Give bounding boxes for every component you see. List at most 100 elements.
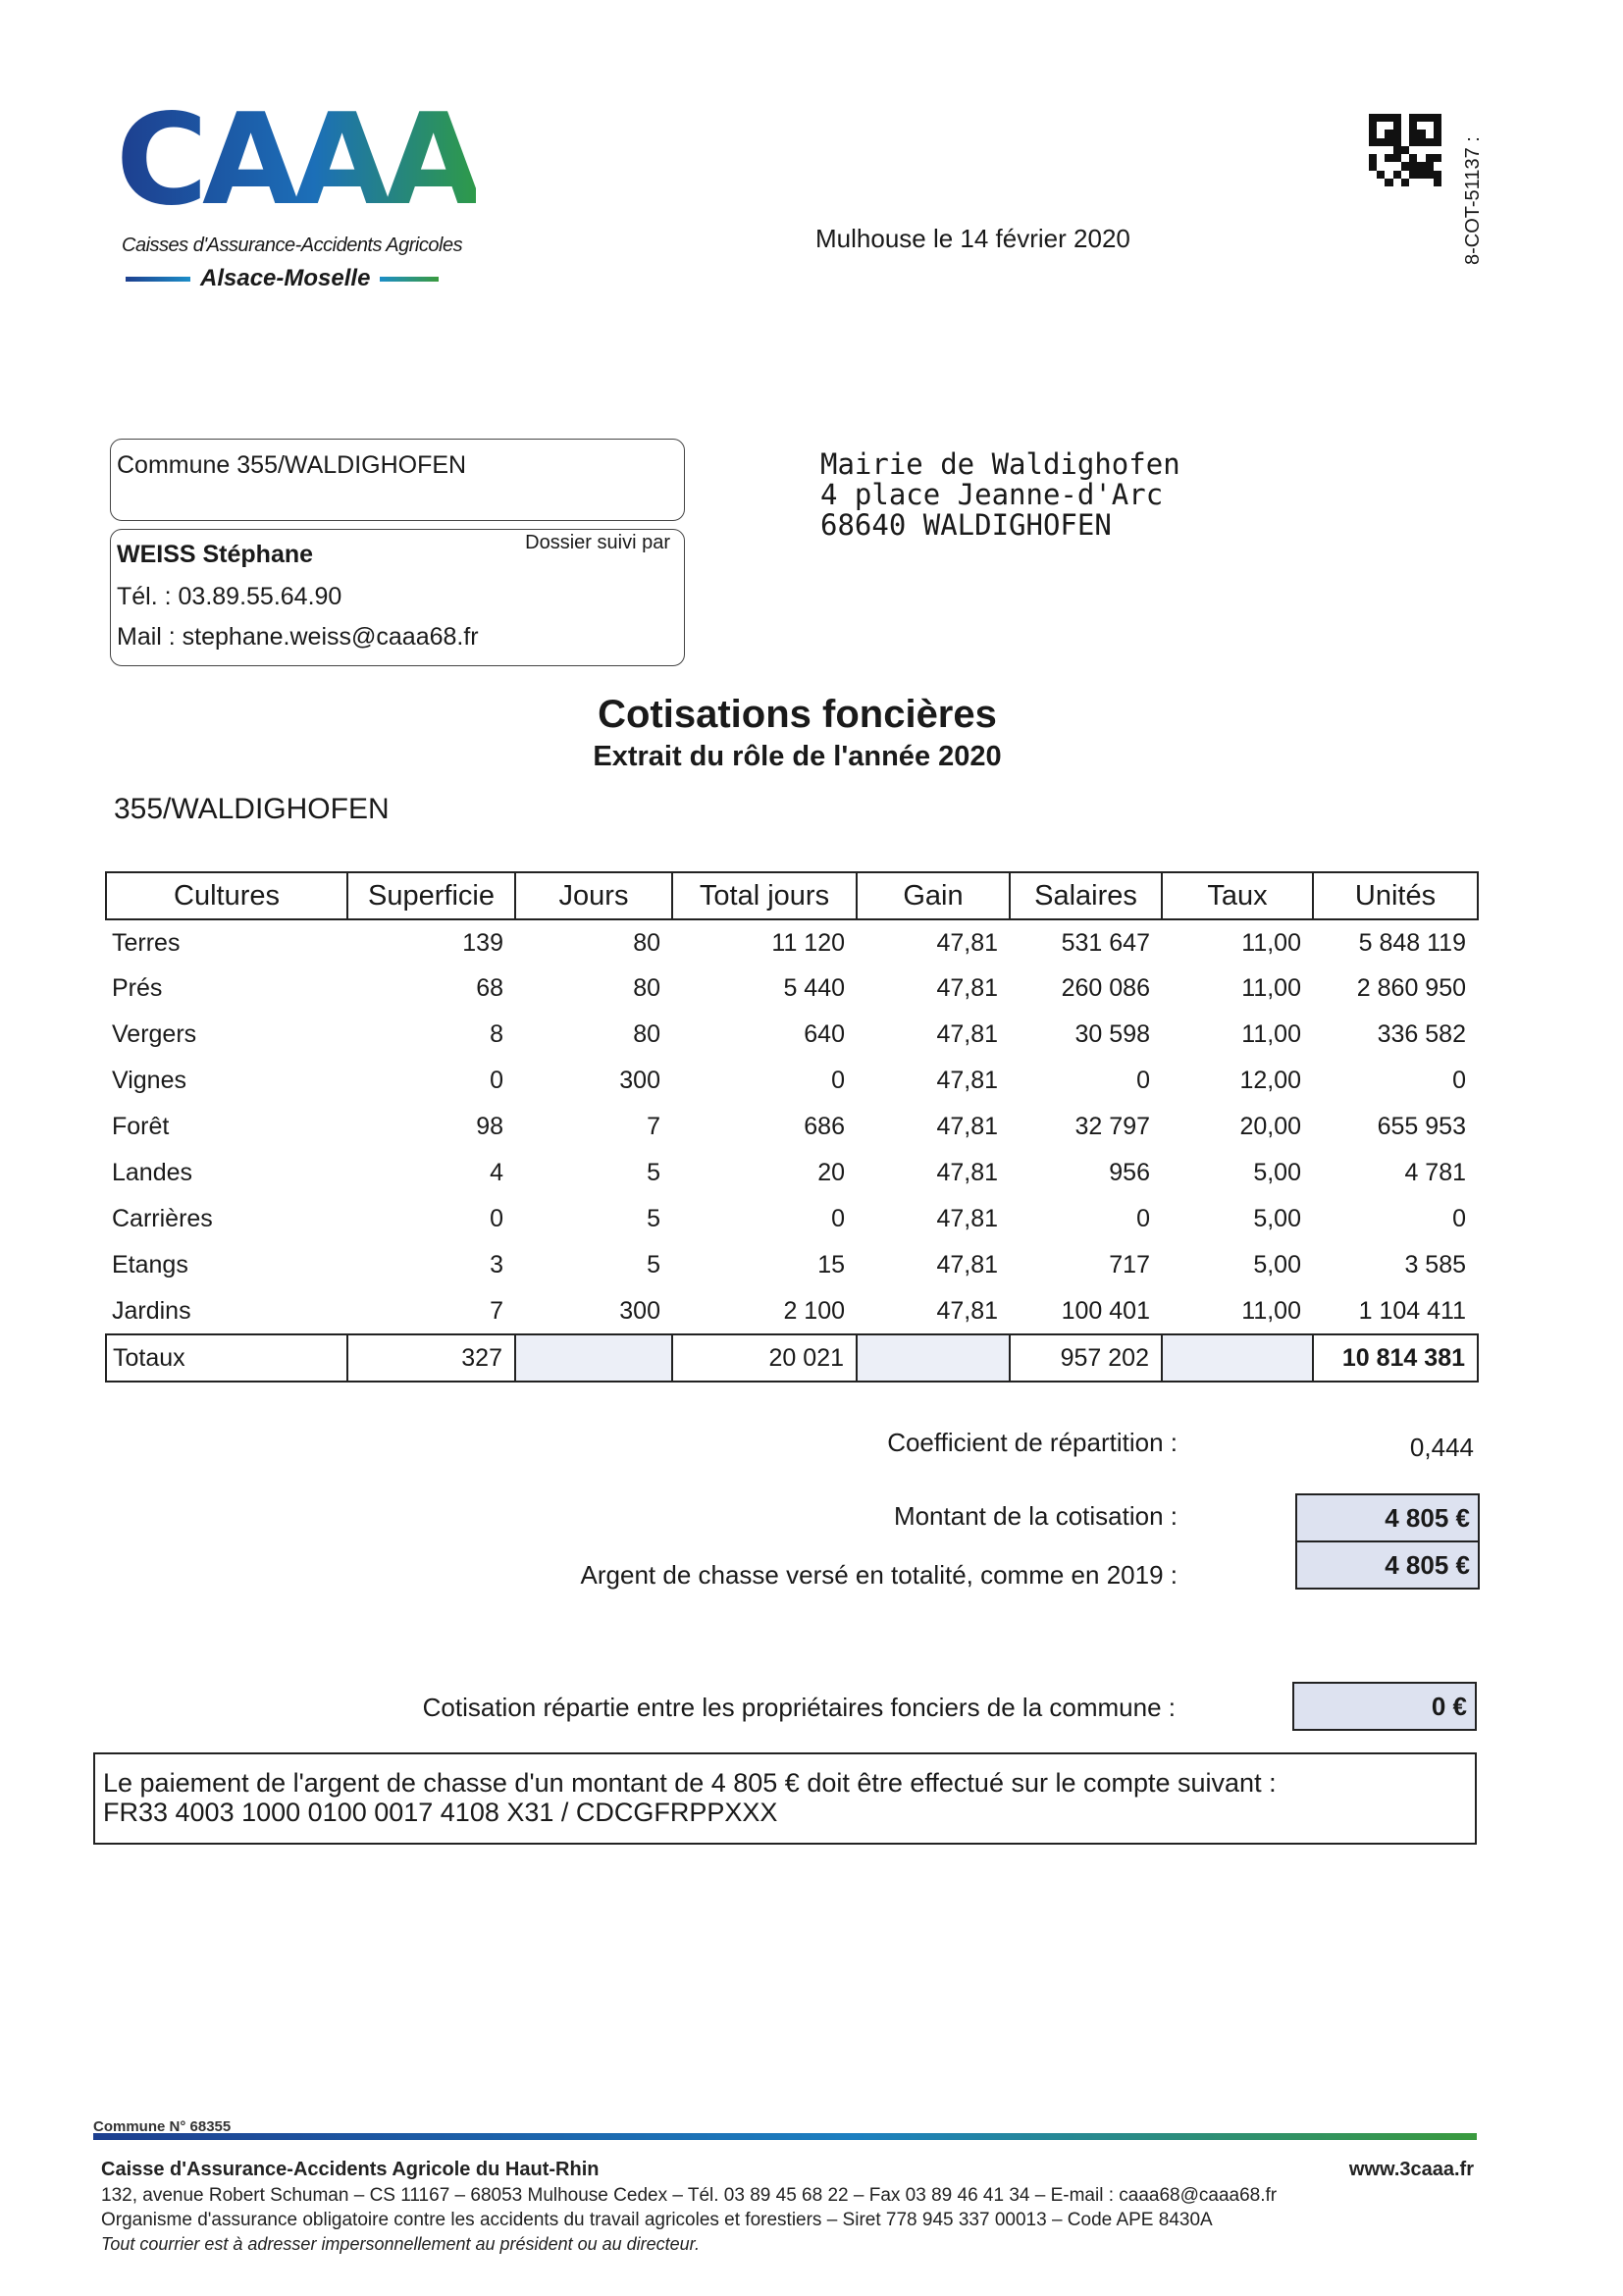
- payment-instruction: Le paiement de l'argent de chasse d'un m…: [103, 1768, 1277, 1798]
- footer-website[interactable]: www.3caaa.fr: [1348, 2159, 1474, 2180]
- qr-module: [1392, 178, 1401, 186]
- table-cell: 5: [647, 1159, 660, 1186]
- column-header: Total jours: [671, 871, 858, 920]
- table-cell: 47,81: [936, 1020, 998, 1048]
- culture-name: Jardins: [112, 1296, 191, 1325]
- table-cell: 98: [476, 1113, 503, 1140]
- totals-cell: 327: [346, 1333, 516, 1383]
- table-cell: 717: [1109, 1251, 1150, 1278]
- table-cell: 5,00: [1253, 1159, 1301, 1186]
- table-cell: 47,81: [936, 1205, 998, 1232]
- footer-divider: [93, 2133, 1477, 2140]
- table-cell: 47,81: [936, 1296, 998, 1325]
- totals-cell: Totaux: [105, 1333, 348, 1383]
- qr-module: [1377, 145, 1386, 155]
- qr-module: [1369, 154, 1378, 163]
- qr-module: [1425, 130, 1434, 138]
- qr-module: [1417, 170, 1426, 179]
- table-cell: 531 647: [1061, 928, 1150, 957]
- recipient-address: Mairie de Waldighofen 4 place Jeanne-d'Ar…: [820, 449, 1180, 541]
- table-cell: 47,81: [936, 928, 998, 957]
- qr-module: [1385, 154, 1393, 163]
- qr-module: [1369, 170, 1378, 179]
- qr-module: [1392, 170, 1401, 179]
- table-row: Terres 139 80 11 120 47,81 531 647 11,00 5 848 …: [106, 919, 1478, 965]
- cotisations-table: Cultures Superficie Jours Total jours Gain Sa…: [105, 871, 1479, 1383]
- contact-name: WEISS Stéphane: [117, 541, 314, 568]
- table-cell: 0: [1452, 1067, 1466, 1094]
- culture-name: Terres: [112, 928, 181, 957]
- qr-module: [1400, 162, 1410, 171]
- table-cell: 47,81: [936, 1113, 998, 1140]
- commune-box: Commune 355/WALDIGHOFEN: [110, 439, 685, 521]
- table-row: Etangs 3 5 15 47,81 717 5,00 3 585: [106, 1242, 1478, 1288]
- totals-cell: 957 202: [1009, 1333, 1163, 1383]
- table-cell: 12,00: [1239, 1067, 1301, 1094]
- qr-module: [1385, 122, 1393, 130]
- qr-module: [1433, 122, 1441, 130]
- payment-iban: FR33 4003 1000 0100 0017 4108 X31 / CDCG…: [103, 1798, 778, 1827]
- logo-bar-left: [126, 276, 190, 282]
- table-cell: 80: [633, 928, 660, 957]
- qr-module: [1385, 178, 1393, 186]
- coefficient-label: Coefficient de répartition :: [887, 1428, 1178, 1457]
- table-cell: 47,81: [936, 974, 998, 1002]
- qr-module: [1409, 154, 1418, 163]
- logo-subtitle: Caisses d'Assurance-Accidents Agricoles: [122, 235, 463, 256]
- qr-module: [1400, 114, 1410, 123]
- qr-module: [1425, 137, 1434, 146]
- logo-bar-right: [380, 276, 440, 282]
- table-cell: 11,00: [1241, 928, 1301, 957]
- qr-module: [1425, 114, 1434, 123]
- qr-module: [1425, 162, 1434, 171]
- qr-module: [1409, 114, 1418, 123]
- qr-module: [1433, 130, 1441, 138]
- footer-org: Caisse d'Assurance-Accidents Agricole du…: [101, 2159, 600, 2180]
- culture-name: Carrières: [112, 1205, 213, 1232]
- qr-module: [1400, 145, 1410, 155]
- table-cell: 655 953: [1377, 1113, 1466, 1140]
- recipient-line: 68640 WALDIGHOFEN: [820, 508, 1112, 542]
- culture-name: Vignes: [112, 1067, 186, 1094]
- qr-module: [1385, 162, 1393, 171]
- table-cell: 0: [1136, 1205, 1150, 1232]
- table-row: Prés 68 80 5 440 47,81 260 086 11,00 2 860 950: [106, 965, 1478, 1012]
- table-cell: 0: [1136, 1067, 1150, 1094]
- repartie-value: 0 €: [1292, 1682, 1477, 1731]
- qr-module: [1409, 170, 1418, 179]
- document-title: Cotisations foncières: [598, 693, 997, 736]
- table-cell: 7: [647, 1113, 660, 1140]
- table-cell: 7: [490, 1296, 503, 1325]
- qr-module: [1409, 145, 1418, 155]
- qr-module: [1377, 162, 1386, 171]
- table-cell: 3 585: [1404, 1251, 1466, 1278]
- qr-module: [1377, 137, 1386, 146]
- table-row: Vignes 0 300 0 47,81 0 12,00 0: [106, 1058, 1478, 1104]
- table-cell: 5: [647, 1251, 660, 1278]
- payment-box: Le paiement de l'argent de chasse d'un m…: [93, 1752, 1477, 1845]
- table-cell: 336 582: [1377, 1020, 1466, 1048]
- column-header: Unités: [1312, 871, 1479, 920]
- recipient-line: Mairie de Waldighofen: [820, 447, 1180, 481]
- qr-module: [1392, 130, 1401, 138]
- qr-module: [1377, 178, 1386, 186]
- table-cell: 100 401: [1061, 1296, 1150, 1325]
- totals-cell: [856, 1333, 1011, 1383]
- table-cell: 80: [633, 974, 660, 1002]
- logo-region: Alsace-Moselle: [126, 265, 440, 292]
- table-cell: 0: [490, 1067, 503, 1094]
- table-cell: 11,00: [1241, 1020, 1301, 1048]
- table-cell: 260 086: [1061, 974, 1150, 1002]
- footer-legal: Organisme d'assurance obligatoire contre…: [101, 2210, 1213, 2230]
- qr-module: [1425, 178, 1434, 186]
- footer-address: 132, avenue Robert Schuman – CS 11167 – …: [101, 2185, 1278, 2206]
- qr-module: [1409, 137, 1418, 146]
- table-row: Jardins 7 300 2 100 47,81 100 401 11,00 1 104 4…: [106, 1288, 1478, 1334]
- qr-module: [1377, 154, 1386, 163]
- letter-date: Mulhouse le 14 février 2020: [815, 224, 1130, 253]
- qr-module: [1417, 137, 1426, 146]
- commune-code: 355/WALDIGHOFEN: [114, 793, 390, 825]
- table-cell: 8: [490, 1020, 503, 1048]
- table-cell: 2 860 950: [1356, 974, 1466, 1002]
- qr-module: [1377, 170, 1386, 179]
